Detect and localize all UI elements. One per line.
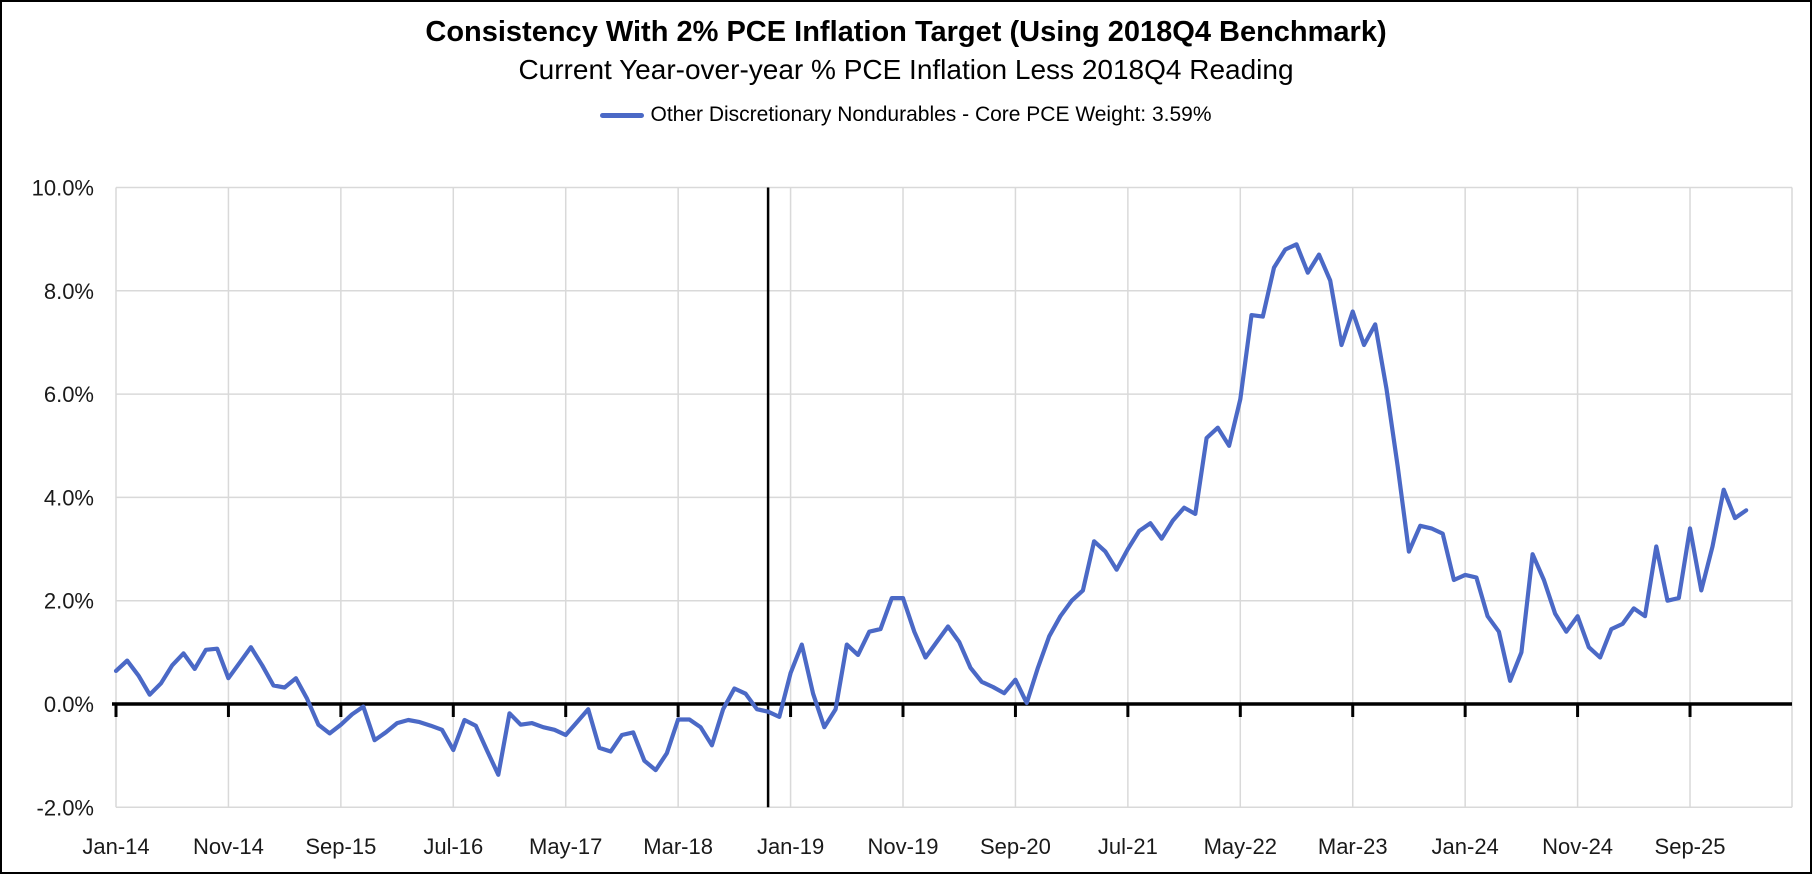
y-tick-label: -2.0% — [37, 795, 94, 820]
y-tick-label: 10.0% — [32, 176, 94, 201]
x-tick-label: May-22 — [1204, 834, 1277, 859]
x-tick-label: May-17 — [529, 834, 602, 859]
x-tick-label: Sep-20 — [980, 834, 1051, 859]
y-tick-label: 8.0% — [44, 279, 94, 304]
x-tick-label: Nov-19 — [868, 834, 939, 859]
x-tick-label: Jan-24 — [1432, 834, 1499, 859]
x-tick-label: Jan-14 — [82, 834, 149, 859]
x-tick-label: Mar-23 — [1318, 834, 1388, 859]
y-tick-label: 4.0% — [44, 485, 94, 510]
y-tick-label: 0.0% — [44, 692, 94, 717]
x-tick-label: Nov-24 — [1542, 834, 1613, 859]
y-tick-label: 2.0% — [44, 589, 94, 614]
x-tick-label: Sep-25 — [1655, 834, 1726, 859]
x-tick-label: Sep-15 — [305, 834, 376, 859]
x-tick-label: Jul-21 — [1098, 834, 1158, 859]
y-tick-label: 6.0% — [44, 382, 94, 407]
x-tick-label: Mar-18 — [643, 834, 713, 859]
x-tick-label: Jan-19 — [757, 834, 824, 859]
x-tick-label: Jul-16 — [423, 834, 483, 859]
series-line — [113, 242, 1749, 777]
x-tick-label: Nov-14 — [193, 834, 264, 859]
